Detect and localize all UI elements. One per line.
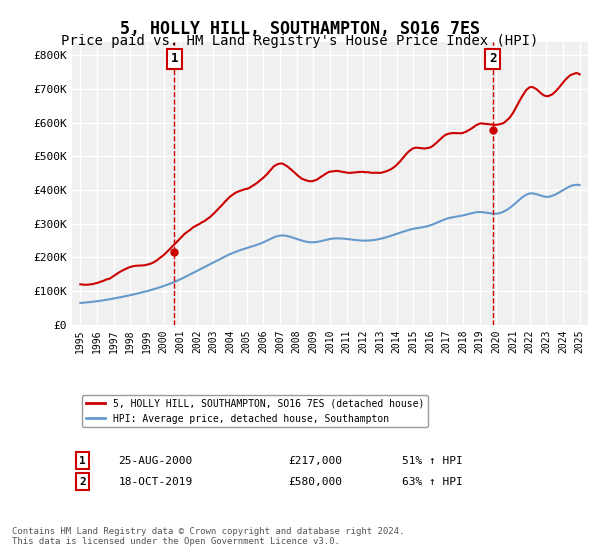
Legend: 5, HOLLY HILL, SOUTHAMPTON, SO16 7ES (detached house), HPI: Average price, detac: 5, HOLLY HILL, SOUTHAMPTON, SO16 7ES (de… [82,395,428,427]
Text: 5, HOLLY HILL, SOUTHAMPTON, SO16 7ES: 5, HOLLY HILL, SOUTHAMPTON, SO16 7ES [120,20,480,38]
Text: 2: 2 [79,477,86,487]
Text: £217,000: £217,000 [289,455,343,465]
Text: £580,000: £580,000 [289,477,343,487]
Text: 63% ↑ HPI: 63% ↑ HPI [402,477,463,487]
Text: 18-OCT-2019: 18-OCT-2019 [118,477,193,487]
Text: Price paid vs. HM Land Registry's House Price Index (HPI): Price paid vs. HM Land Registry's House … [61,34,539,48]
Text: 25-AUG-2000: 25-AUG-2000 [118,455,193,465]
Text: 51% ↑ HPI: 51% ↑ HPI [402,455,463,465]
Text: 1: 1 [170,52,178,66]
Text: 2: 2 [489,52,497,66]
Text: Contains HM Land Registry data © Crown copyright and database right 2024.
This d: Contains HM Land Registry data © Crown c… [12,526,404,546]
Text: 1: 1 [79,455,86,465]
